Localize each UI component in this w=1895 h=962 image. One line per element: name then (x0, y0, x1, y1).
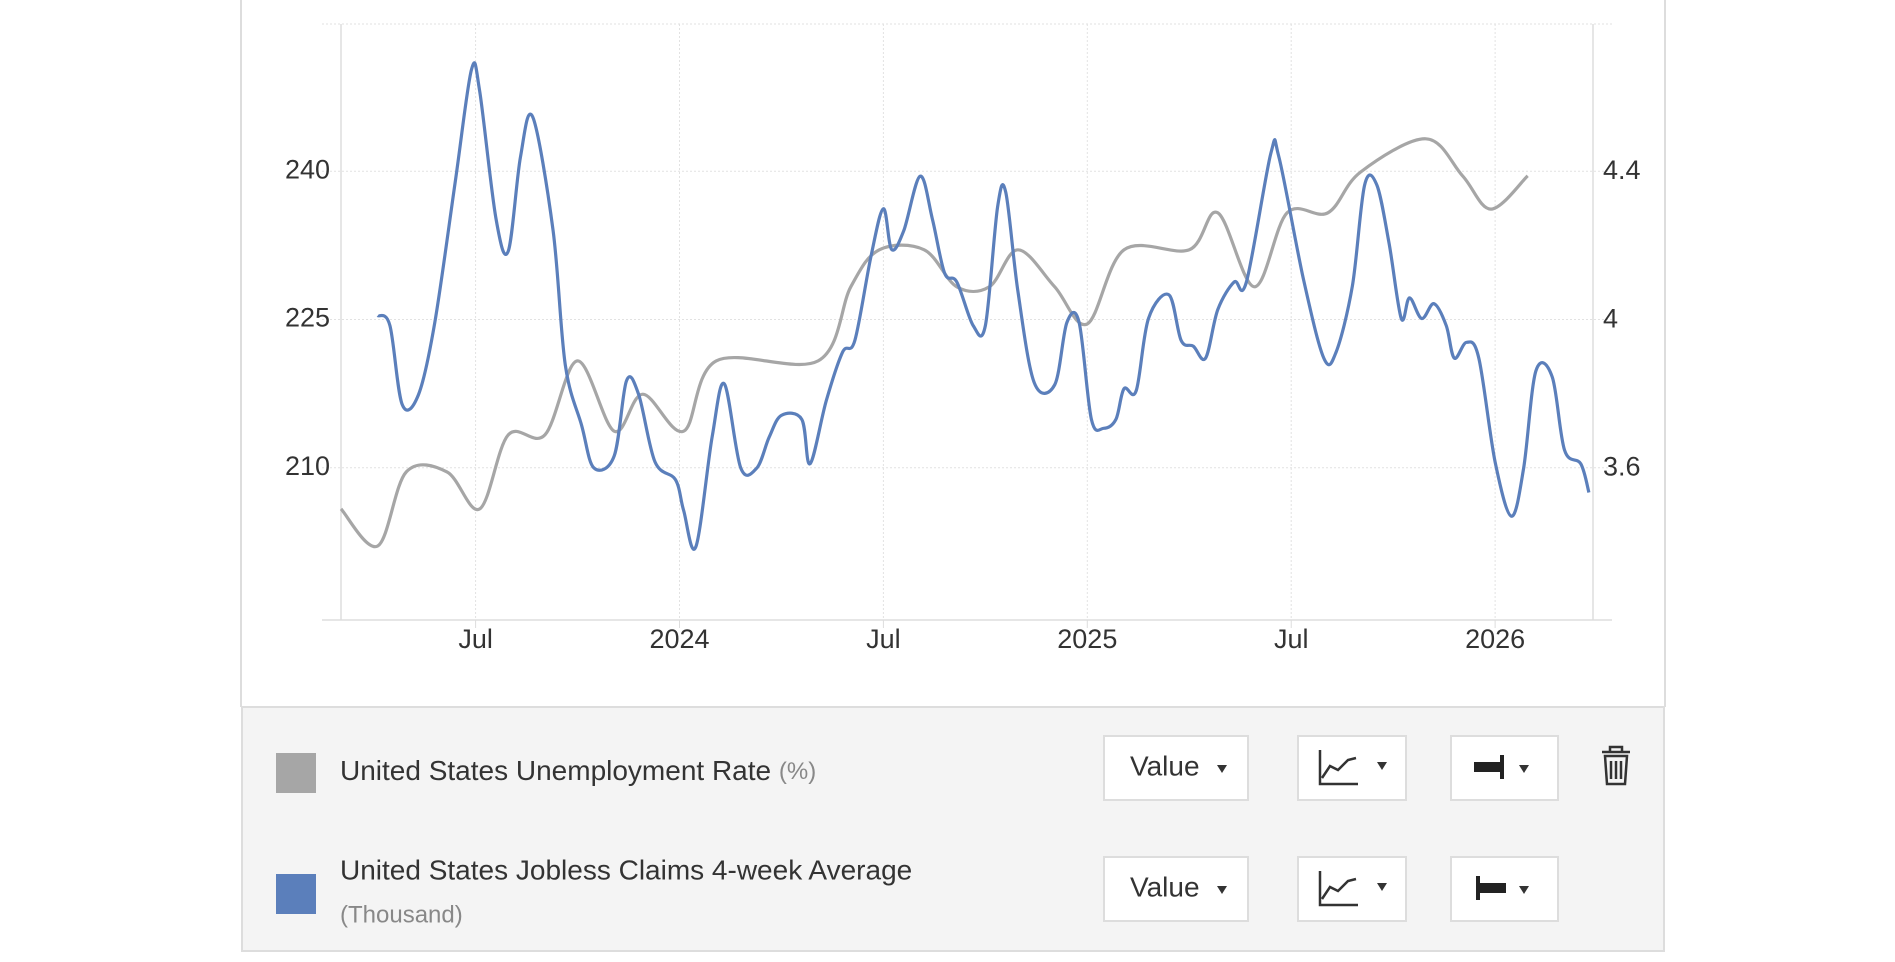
y-tick-label: 225 (285, 303, 330, 333)
chart-type-dropdown[interactable] (1297, 856, 1407, 922)
series-unit: (%) (779, 758, 816, 785)
legend-label: United States Jobless Claims 4-week Aver… (340, 854, 912, 885)
mode-dropdown[interactable]: Value (1103, 856, 1249, 922)
legend-label: United States Unemployment Rate (%) (340, 755, 816, 786)
x-tick-label: Jul (458, 624, 493, 654)
x-tick-label: 2026 (1465, 624, 1525, 654)
mode-dropdown[interactable]: Value (1103, 735, 1249, 801)
legend-swatch (276, 874, 316, 914)
series-line (339, 137, 1529, 549)
axis-dropdown[interactable] (1450, 856, 1559, 922)
y-tick-label: 210 (285, 451, 330, 481)
mode-label: Value (1130, 871, 1200, 902)
legend-panel (241, 706, 1665, 952)
y2-tick-label: 3.6 (1603, 451, 1641, 481)
y2-tick-label: 4.4 (1603, 155, 1641, 185)
mode-label: Value (1130, 750, 1200, 781)
x-tick-label: 2025 (1057, 624, 1117, 654)
legend-swatch (276, 753, 316, 793)
chart-type-dropdown[interactable] (1297, 735, 1407, 801)
x-tick-label: Jul (1274, 624, 1309, 654)
delete-button[interactable] (1602, 745, 1630, 786)
axis-dropdown[interactable] (1450, 735, 1559, 801)
x-tick-label: Jul (866, 624, 901, 654)
series-unit: (Thousand) (340, 901, 463, 928)
y2-tick-label: 4 (1603, 303, 1618, 333)
y-tick-label: 240 (285, 154, 330, 184)
x-tick-label: 2024 (649, 624, 709, 654)
series-name: United States Unemployment Rate (340, 755, 771, 786)
series-line (376, 61, 1591, 551)
